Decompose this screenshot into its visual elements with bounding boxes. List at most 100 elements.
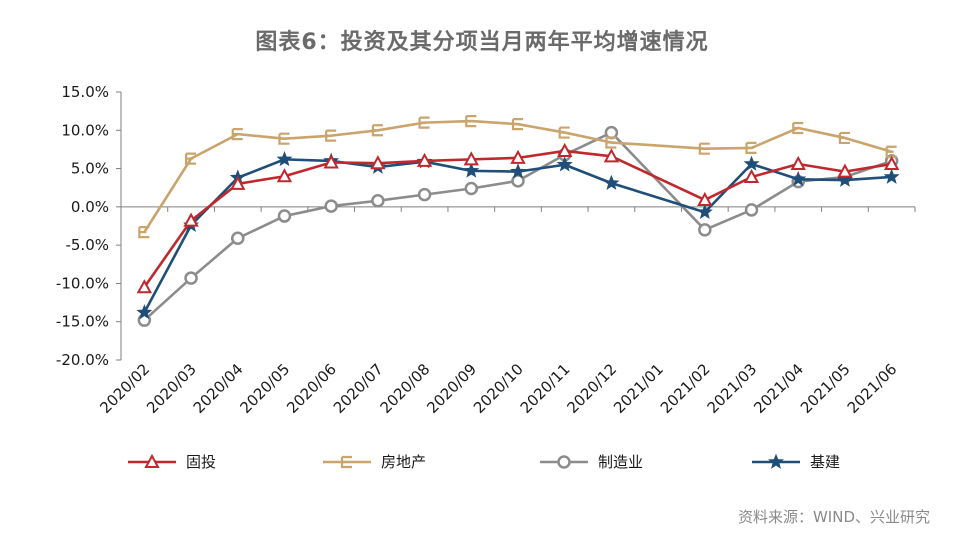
x-tick-label: 2021/04 — [750, 360, 807, 417]
legend-item: 基建 — [752, 453, 840, 471]
data-point — [837, 163, 853, 178]
legend-item: 固投 — [128, 453, 216, 471]
data-point — [136, 304, 153, 320]
data-point — [231, 231, 245, 246]
legend-label: 固投 — [186, 453, 216, 471]
legend-label: 基建 — [810, 453, 840, 471]
x-tick-label: 2021/02 — [657, 360, 714, 417]
series-line — [143, 149, 892, 289]
data-point — [604, 125, 619, 140]
data-point — [276, 150, 293, 167]
data-point — [743, 155, 760, 171]
legend-marker — [767, 453, 785, 469]
y-tick-label: 15.0% — [61, 83, 109, 101]
data-point — [790, 170, 807, 187]
data-point — [885, 145, 897, 158]
data-point — [183, 212, 199, 227]
x-tick-label: 2021/05 — [797, 360, 854, 417]
data-point — [603, 174, 620, 190]
data-point — [278, 132, 290, 145]
data-point — [184, 152, 197, 165]
data-point — [558, 126, 570, 139]
data-point — [556, 156, 573, 172]
legend-label: 房地产 — [381, 453, 426, 471]
y-tick-label: 10.0% — [61, 121, 109, 139]
data-point — [836, 171, 853, 187]
series-line — [143, 119, 893, 233]
data-point — [603, 148, 620, 163]
data-point — [371, 124, 383, 137]
x-tick-label: 2021/06 — [844, 360, 901, 417]
legend-item: 制造业 — [540, 453, 643, 471]
series-line — [143, 131, 893, 322]
x-tick-label: 2020/05 — [236, 360, 293, 417]
data-point — [744, 203, 759, 217]
data-point — [325, 129, 337, 142]
data-point — [883, 155, 900, 170]
y-tick-label: 0.0% — [71, 198, 109, 216]
x-tick-label: 2020/10 — [470, 360, 527, 417]
data-point — [790, 155, 806, 170]
legend-marker — [340, 455, 352, 469]
source-note: 资料来源：WIND、兴业研究 — [737, 508, 930, 526]
data-point — [745, 141, 757, 154]
legend-marker — [144, 453, 160, 468]
y-tick-label: -15.0% — [56, 313, 109, 331]
legend-marker — [557, 455, 571, 469]
x-tick-label: 2020/09 — [423, 360, 480, 417]
y-tick-label: -5.0% — [65, 236, 109, 254]
data-point — [557, 142, 573, 157]
series-房地产 — [138, 114, 897, 239]
data-point — [743, 168, 760, 183]
data-point — [277, 209, 292, 223]
data-point — [511, 118, 523, 131]
data-point — [698, 142, 710, 155]
data-point — [605, 136, 617, 149]
data-point — [323, 154, 339, 169]
data-point — [370, 155, 386, 170]
x-tick-label: 2021/01 — [610, 360, 667, 417]
y-tick-label: 5.0% — [71, 160, 109, 178]
data-point — [324, 199, 338, 213]
data-point — [231, 128, 243, 141]
data-point — [463, 151, 479, 166]
data-point — [230, 175, 246, 190]
data-point — [184, 271, 198, 285]
data-point — [792, 121, 804, 135]
data-point — [838, 131, 850, 145]
data-point — [416, 152, 433, 167]
x-tick-label: 2020/11 — [517, 360, 574, 417]
legend-item: 房地产 — [323, 453, 426, 471]
legend-label: 制造业 — [598, 453, 643, 471]
data-point — [371, 193, 385, 208]
data-point — [138, 226, 150, 239]
data-point — [509, 163, 527, 179]
x-tick-label: 2020/07 — [330, 360, 387, 417]
x-tick-label: 2020/04 — [190, 360, 247, 417]
data-point — [883, 168, 900, 184]
legend: 固投 房地产 制造业 基建 — [128, 453, 840, 471]
y-tick-label: -20.0% — [56, 351, 109, 369]
data-point — [276, 168, 293, 183]
x-tick-label: 2020/03 — [143, 360, 200, 417]
data-point — [698, 223, 712, 237]
x-tick-label: 2020/08 — [377, 360, 434, 417]
x-tick-label: 2021/03 — [704, 360, 761, 417]
x-tick-label: 2020/12 — [563, 360, 620, 417]
x-tick-label: 2020/06 — [283, 360, 340, 417]
chart-title: 图表6：投资及其分项当月两年平均增速情况 — [255, 30, 709, 55]
data-point — [465, 114, 477, 128]
data-point — [464, 181, 479, 196]
data-point — [510, 149, 526, 164]
data-point — [511, 174, 525, 188]
series-layer — [136, 114, 900, 327]
data-point — [696, 203, 713, 220]
series-固投 — [136, 142, 900, 294]
data-point — [418, 116, 430, 129]
data-point — [417, 187, 432, 202]
y-tick-label: -10.0% — [56, 274, 109, 292]
data-point — [697, 191, 713, 206]
data-point — [136, 279, 153, 294]
data-point — [463, 162, 480, 178]
